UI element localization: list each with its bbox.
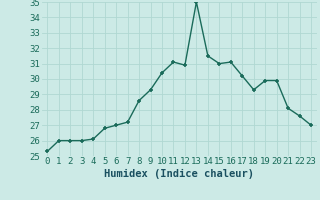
X-axis label: Humidex (Indice chaleur): Humidex (Indice chaleur) xyxy=(104,169,254,179)
